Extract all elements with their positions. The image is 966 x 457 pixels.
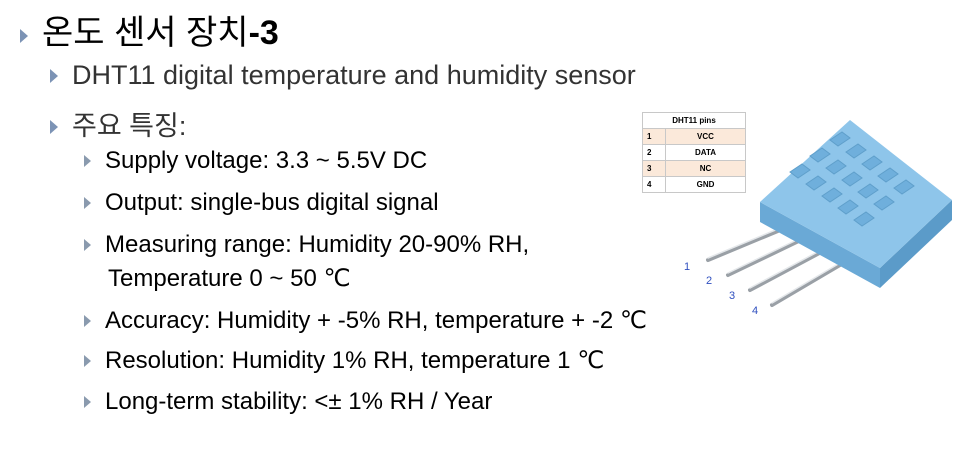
pin-table: DHT11 pins 1 VCC 2 DATA 3 NC 4 GND — [642, 112, 746, 193]
pin-name: GND — [665, 176, 746, 193]
pin-name: VCC — [665, 128, 746, 145]
bullet-arrow-icon — [84, 155, 91, 167]
bullet-arrow-icon — [50, 69, 58, 83]
bullet-text: Temperature 0 ~ 50 ℃ — [108, 265, 351, 292]
list-item-model: DHT11 digital temperature and humidity s… — [50, 60, 636, 91]
bullet-text: Long-term stability: <± 1% RH / Year — [105, 388, 493, 415]
bullet-output: Output: single-bus digital signal — [84, 189, 439, 217]
pin-number: 2 — [642, 144, 666, 161]
table-row: 2 DATA — [642, 144, 746, 161]
dht11-sensor-image — [706, 120, 952, 307]
pin-number: 4 — [642, 176, 666, 193]
bullet-resolution: Resolution: Humidity 1% RH, temperature … — [84, 346, 604, 375]
table-row: 4 GND — [642, 176, 746, 193]
bullet-arrow-icon — [84, 239, 91, 251]
pin-table-header: DHT11 pins — [642, 112, 746, 129]
bullet-arrow-icon — [84, 396, 91, 408]
pin-number: 1 — [642, 128, 666, 145]
list-item-features: 주요 특징: — [50, 104, 186, 143]
pin-label-2: 2 — [706, 275, 713, 287]
pin-label-1: 1 — [684, 261, 691, 273]
table-row: 1 VCC — [642, 128, 746, 145]
bullet-accuracy: Accuracy: Humidity + -5% RH, temperature… — [84, 306, 647, 335]
table-row: 3 NC — [642, 160, 746, 177]
bullet-text: Accuracy: Humidity + -5% RH, temperature… — [105, 307, 647, 334]
bullet-text: Supply voltage: 3.3 ~ 5.5V DC — [105, 147, 428, 174]
model-text: DHT11 digital temperature and humidity s… — [72, 60, 636, 90]
bullet-arrow-icon — [50, 120, 58, 134]
pin-label-3: 3 — [729, 290, 736, 302]
pin-number: 3 — [642, 160, 666, 177]
bullet-arrow-icon — [84, 197, 91, 209]
bullet-arrow-icon — [84, 355, 91, 367]
features-heading: 주요 특징: — [72, 111, 187, 141]
bullet-text: Measuring range: Humidity 20-90% RH, — [105, 231, 530, 258]
slide-title: 온도 센서 장치 -3 — [20, 5, 279, 54]
slide-title-korean: 온도 센서 장치 — [42, 14, 249, 52]
bullet-supply-voltage: Supply voltage: 3.3 ~ 5.5V DC — [84, 147, 427, 175]
bullet-text: Output: single-bus digital signal — [105, 189, 439, 216]
bullet-stability: Long-term stability: <± 1% RH / Year — [84, 388, 492, 416]
bullet-measuring-range: Measuring range: Humidity 20-90% RH, — [84, 231, 529, 259]
pin-name: DATA — [665, 144, 746, 161]
bullet-arrow-icon — [84, 315, 91, 327]
bullet-text: Resolution: Humidity 1% RH, temperature … — [105, 347, 605, 374]
slide-title-suffix: -3 — [248, 14, 279, 52]
bullet-arrow-icon — [20, 29, 28, 43]
pin-name: NC — [665, 160, 746, 177]
bullet-measuring-range-cont: Temperature 0 ~ 50 ℃ — [108, 264, 350, 293]
pin-label-4: 4 — [752, 305, 759, 317]
